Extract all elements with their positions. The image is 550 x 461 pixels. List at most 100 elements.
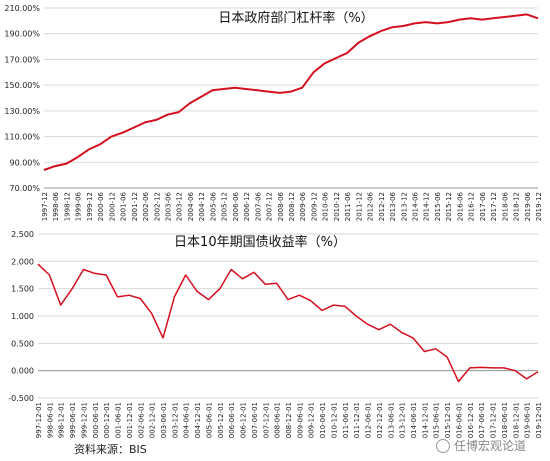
- y-tick-label: 1.500: [11, 285, 34, 294]
- x-tick-label: 2016-12: [468, 192, 476, 221]
- x-tick-label: 1998-12: [63, 192, 71, 221]
- chart2-series-line: [37, 263, 539, 383]
- x-tick-label: 1997-12: [41, 192, 49, 221]
- government-leverage-chart: 70.00% 90.00% 110.00% 130.00% 150.00% 170.00%…: [4, 4, 543, 221]
- x-tick-label: 2007-12-01: [262, 402, 270, 438]
- x-tick-label: 2012-06-01: [365, 402, 373, 438]
- wechat-logo-icon: [435, 438, 450, 453]
- x-tick-label: 2010-12-01: [330, 402, 338, 438]
- x-tick-label: 2000-12-01: [103, 402, 111, 438]
- y-tick-label: 90.00%: [9, 158, 40, 167]
- x-tick-label: 2002-06: [142, 191, 150, 221]
- x-tick-label: 2002-06-01: [137, 402, 145, 438]
- chart2-title: 日本10年期国债收益率（%）: [174, 234, 346, 250]
- x-tick-label: 1998-06-01: [46, 402, 54, 438]
- x-tick-label: 2015-12-01: [444, 402, 452, 438]
- watermark: 任博宏观论道: [435, 437, 526, 454]
- x-tick-label: 2001-12: [131, 192, 139, 221]
- x-tick-label: 2006-06-01: [228, 402, 236, 438]
- x-tick-label: 2006-06: [232, 191, 240, 221]
- x-tick-label: 2014-12: [423, 192, 431, 221]
- x-tick-label: 2000-12: [108, 192, 116, 221]
- x-tick-label: 2014-06-01: [410, 402, 418, 438]
- x-tick-label: 2013-12-01: [399, 402, 407, 438]
- x-tick-label: 2004-12-01: [194, 402, 202, 438]
- x-tick-label: 2016-12-01: [467, 402, 475, 438]
- x-tick-label: 2002-12-01: [149, 402, 157, 438]
- x-tick-label: 2016-06: [456, 191, 464, 221]
- x-tick-label: 2005-12: [221, 192, 229, 221]
- watermark-text: 任博宏观论道: [453, 439, 526, 453]
- x-tick-label: 2006-12: [243, 192, 251, 221]
- x-tick-label: 2018-12-01: [512, 402, 520, 438]
- y-tick-label: 130.00%: [4, 107, 40, 116]
- x-tick-label: 2007-06-01: [251, 402, 259, 438]
- x-tick-label: 2011-12: [355, 192, 363, 221]
- x-tick-label: 2008-12: [288, 192, 296, 221]
- x-tick-label: 2012-12: [378, 192, 386, 221]
- x-tick-label: 2003-12: [176, 192, 184, 221]
- x-tick-label: 2012-06: [367, 191, 375, 221]
- y-tick-label: 210.00%: [4, 4, 40, 13]
- x-tick-label: 2010-12: [333, 192, 341, 221]
- x-tick-label: 2012-12-01: [376, 402, 384, 438]
- x-tick-label: 2017-12-01: [490, 402, 498, 438]
- y-tick-label: 150.00%: [4, 81, 40, 90]
- y-tick-label: 70.00%: [9, 184, 40, 193]
- y-tick-label: 0.000: [11, 367, 34, 376]
- x-tick-label: 2019-12: [535, 192, 543, 221]
- y-tick-label: 0.500: [11, 339, 34, 348]
- x-tick-label: 2007-06: [254, 191, 262, 221]
- x-tick-label: 2001-12-01: [126, 402, 134, 438]
- y-tick-label: 2.500: [11, 230, 34, 239]
- x-tick-label: 2019-06-01: [524, 402, 532, 438]
- x-tick-label: 2018-06: [501, 191, 509, 221]
- x-tick-label: 2008-06-01: [274, 402, 282, 438]
- x-tick-label: 2005-06-01: [205, 402, 213, 438]
- x-tick-label: 2014-12-01: [421, 402, 429, 438]
- x-tick-label: 2006-12-01: [240, 402, 248, 438]
- x-tick-label: 1998-06: [52, 191, 60, 221]
- x-tick-label: 2017-12: [490, 192, 498, 221]
- x-tick-label: 1999-12-01: [80, 402, 88, 438]
- chart1-x-tick-labels: 1997-12 1998-06 1998-12 1999-06 1999-12 2000-…: [41, 191, 543, 221]
- y-tick-label: 110.00%: [4, 133, 40, 142]
- x-tick-label: 2002-12: [153, 192, 161, 221]
- x-tick-label: 1999-06: [75, 191, 83, 221]
- y-tick-label: 170.00%: [4, 55, 40, 64]
- x-tick-label: 1999-06-01: [69, 402, 77, 438]
- x-tick-label: 2001-06: [120, 191, 128, 221]
- y-tick-label: -0.500: [8, 394, 34, 403]
- x-tick-label: 2010-06-01: [319, 402, 327, 438]
- x-tick-label: 2016-06-01: [455, 402, 463, 438]
- x-tick-label: 2011-12-01: [353, 402, 361, 438]
- x-tick-label: 2001-06-01: [115, 402, 123, 438]
- y-tick-label: 2.000: [11, 257, 34, 266]
- x-tick-label: 2009-06: [299, 191, 307, 221]
- y-tick-label: 1.000: [11, 312, 34, 321]
- x-tick-label: 2009-12: [310, 192, 318, 221]
- x-tick-label: 2013-06-01: [387, 402, 395, 438]
- x-tick-label: 2017-06: [479, 191, 487, 221]
- jgb-10y-yield-chart: -0.500 0.000 0.500 1.000 1.500 2.000 2.500 199…: [8, 230, 543, 438]
- chart2-x-tick-labels: 1997-12-01 1998-06-01 1998-12-01 1999-06-01…: [35, 402, 543, 438]
- x-tick-label: 2014-06: [412, 191, 420, 221]
- x-tick-label: 2004-06-01: [183, 402, 191, 438]
- x-tick-label: 2004-12: [198, 192, 206, 221]
- source-note: 资料来源：BIS: [74, 443, 147, 456]
- x-tick-label: 1998-12-01: [58, 402, 66, 438]
- x-tick-label: 2003-12-01: [171, 402, 179, 438]
- x-tick-label: 2017-06-01: [478, 402, 486, 438]
- x-tick-label: 2003-06: [165, 191, 173, 221]
- x-tick-label: 2015-12: [445, 192, 453, 221]
- x-tick-label: 1999-12: [86, 192, 94, 221]
- x-tick-label: 2013-06: [389, 191, 397, 221]
- x-tick-label: 1997-12-01: [35, 402, 43, 438]
- chart2-y-tick-labels: -0.500 0.000 0.500 1.000 1.500 2.000 2.500: [8, 230, 34, 403]
- x-tick-label: 2019-12-01: [535, 402, 543, 438]
- y-tick-label: 190.00%: [4, 30, 40, 39]
- chart1-series-line: [43, 13, 539, 171]
- x-tick-label: 2003-06-01: [160, 402, 168, 438]
- chart2-gridlines: [38, 233, 538, 399]
- chart1-y-tick-labels: 70.00% 90.00% 110.00% 130.00% 150.00% 170.00%…: [4, 4, 40, 193]
